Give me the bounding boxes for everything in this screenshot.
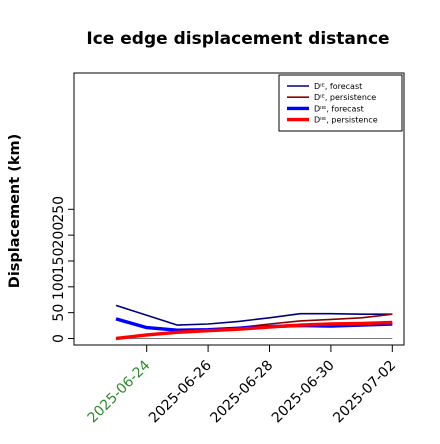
x-tick-label: 2025-06-24: [85, 357, 154, 426]
series-line-0: [115, 304, 393, 326]
y-tick-label: 250: [51, 196, 67, 223]
legend: Dᴵᴱ, forecast Dᴵᴱ, persistence Dᴵᴵᴱ, forec…: [278, 74, 403, 132]
legend-label: Dᴵᴱ, forecast: [314, 82, 362, 91]
legend-label: Dᴵᴵᴱ, forecast: [314, 104, 364, 113]
y-tick-label: 200: [51, 222, 67, 249]
legend-label: Dᴵᴱ, persistence: [314, 93, 376, 102]
legend-box: [278, 74, 403, 132]
x-tick-label: 2025-06-26: [146, 357, 215, 426]
y-axis-label: Displacement (km): [7, 134, 23, 288]
chart-title: Ice edge displacement distance: [86, 29, 389, 49]
axes: 0501001502002502025-06-242025-06-262025-…: [51, 196, 399, 426]
y-tick-label: 150: [51, 248, 67, 275]
y-tick-label: 50: [51, 304, 67, 322]
x-tick-label: 2025-06-28: [207, 358, 276, 427]
legend-label: Dᴵᴵᴱ, persistence: [314, 116, 378, 125]
x-tick-label: 2025-06-30: [269, 358, 338, 427]
y-tick-label: 100: [51, 273, 67, 300]
x-tick-label: 2025-07-02: [330, 358, 399, 427]
series-layer: [115, 304, 393, 341]
y-tick-label: 0: [51, 334, 67, 343]
series-line-3: [115, 320, 393, 341]
